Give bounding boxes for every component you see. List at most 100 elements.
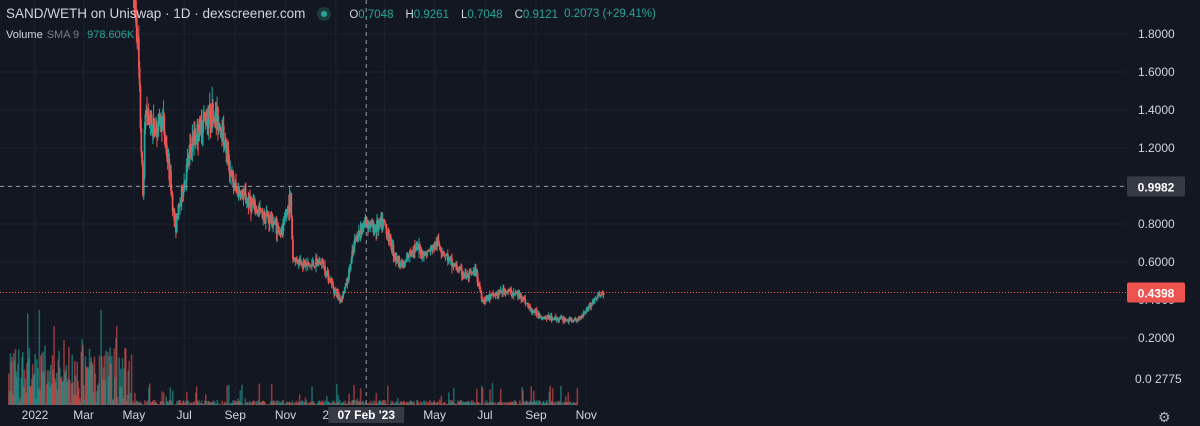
volume-bar [34,354,36,405]
volume-bar [414,404,416,405]
candle-body [140,128,142,152]
volume-bar [131,355,133,405]
volume-bar [453,388,455,405]
volume-bar [172,391,174,405]
volume-bar [560,386,562,405]
ohlc-close: C0.9121 [509,6,559,21]
volume-bar [336,384,338,405]
volume-bar [539,401,541,405]
volume-bar [441,396,443,405]
volume-bar [422,402,424,405]
candle-body [183,183,185,192]
y-tick-label: 1.4000 [1138,103,1175,117]
candle-body [272,225,274,227]
x-tick-label: Nov [576,408,597,422]
volume-bar [479,403,481,405]
volume-bar [258,384,260,405]
crosshair-date-label: 07 Feb '23 [337,408,395,422]
volume-bar [163,392,165,405]
volume-bar [228,385,230,405]
volume-bar [69,380,71,405]
volume-bar [354,400,356,405]
volume-bar [492,383,494,405]
symbol-title[interactable]: SAND/WETH on Uniswap · 1D · dexscreener.… [6,6,305,21]
volume-bar [268,404,270,405]
candle-body [290,193,292,217]
y-tick-label-bottom: 0.0 [1135,372,1152,386]
y-tick-label: 0.2000 [1138,331,1175,345]
y-tick-label: 0.6000 [1138,255,1175,269]
volume-bar [577,388,579,405]
settings-gear-icon[interactable]: ⚙ [1158,409,1171,426]
x-tick-label: May [423,408,446,422]
candle-body [202,120,204,133]
candle-body [210,105,212,124]
volume-bar [247,402,249,405]
legend: SAND/WETH on Uniswap · 1D · dexscreener.… [6,6,656,21]
candle-body [468,272,470,278]
volume-bar [221,401,223,405]
volume-bar [111,356,113,405]
x-tick-label: Nov [275,408,296,422]
candle-body [296,259,298,263]
volume-bar [264,402,266,405]
volume-bar [193,401,195,405]
volume-bar [349,402,351,405]
last-price-label: 0.4398 [1138,286,1175,300]
volume-bar [387,385,389,405]
volume-bar [482,388,484,405]
volume-value: 978.606K [87,29,134,41]
volume-bar [125,349,127,405]
candle-body [350,264,352,270]
y-tick-label: 1.2000 [1138,141,1175,155]
candle-body [406,259,408,261]
y-tick-label: 0.8000 [1138,217,1175,231]
volume-bar [144,400,146,405]
x-tick-label: Sep [525,408,547,422]
volume-bar [226,385,228,405]
candle-body [144,129,146,178]
x-tick-label: Jul [477,408,492,422]
volume-bar [397,398,399,405]
volume-bar [254,401,256,405]
market-status-icon [317,7,331,21]
crosshair-price-label: 0.9982 [1138,180,1175,194]
ohlc-open: O0.7048 [343,6,393,21]
volume-bar [134,393,136,405]
y-tick-label: 1.8000 [1138,27,1175,41]
volume-bar [360,388,362,405]
ohlc-low: L0.7048 [455,6,503,21]
volume-label[interactable]: Volume [6,29,43,41]
volume-bar [536,400,538,405]
volume-bar [426,401,428,405]
volume-bar [44,345,46,405]
y-tick-label-bottom-exp: 2775 [1155,372,1182,386]
candle-body [182,192,184,197]
volume-bar [116,326,118,405]
volume-bar [324,400,326,405]
volume-bar [122,358,124,405]
volume-bar [283,403,285,405]
candle-body [444,254,446,255]
volume-bar [339,400,341,405]
volume-bar [505,402,507,405]
candle-body [383,219,385,221]
volume-bar [149,383,151,405]
volume-bar [437,401,439,405]
candle-body [426,251,428,255]
candle-body [139,67,141,85]
volume-bar [99,355,101,405]
candle-body [292,239,294,259]
candle-body [540,316,542,317]
volume-bar [555,401,557,405]
volume-bar [18,349,20,405]
candle-body [557,318,559,319]
x-tick-label: May [123,408,146,422]
volume-bar [216,400,218,405]
volume-bar [292,403,294,405]
ohlc-high: H0.9261 [399,6,449,21]
x-tick-label: 2022 [22,408,49,422]
volume-bar [95,374,97,405]
